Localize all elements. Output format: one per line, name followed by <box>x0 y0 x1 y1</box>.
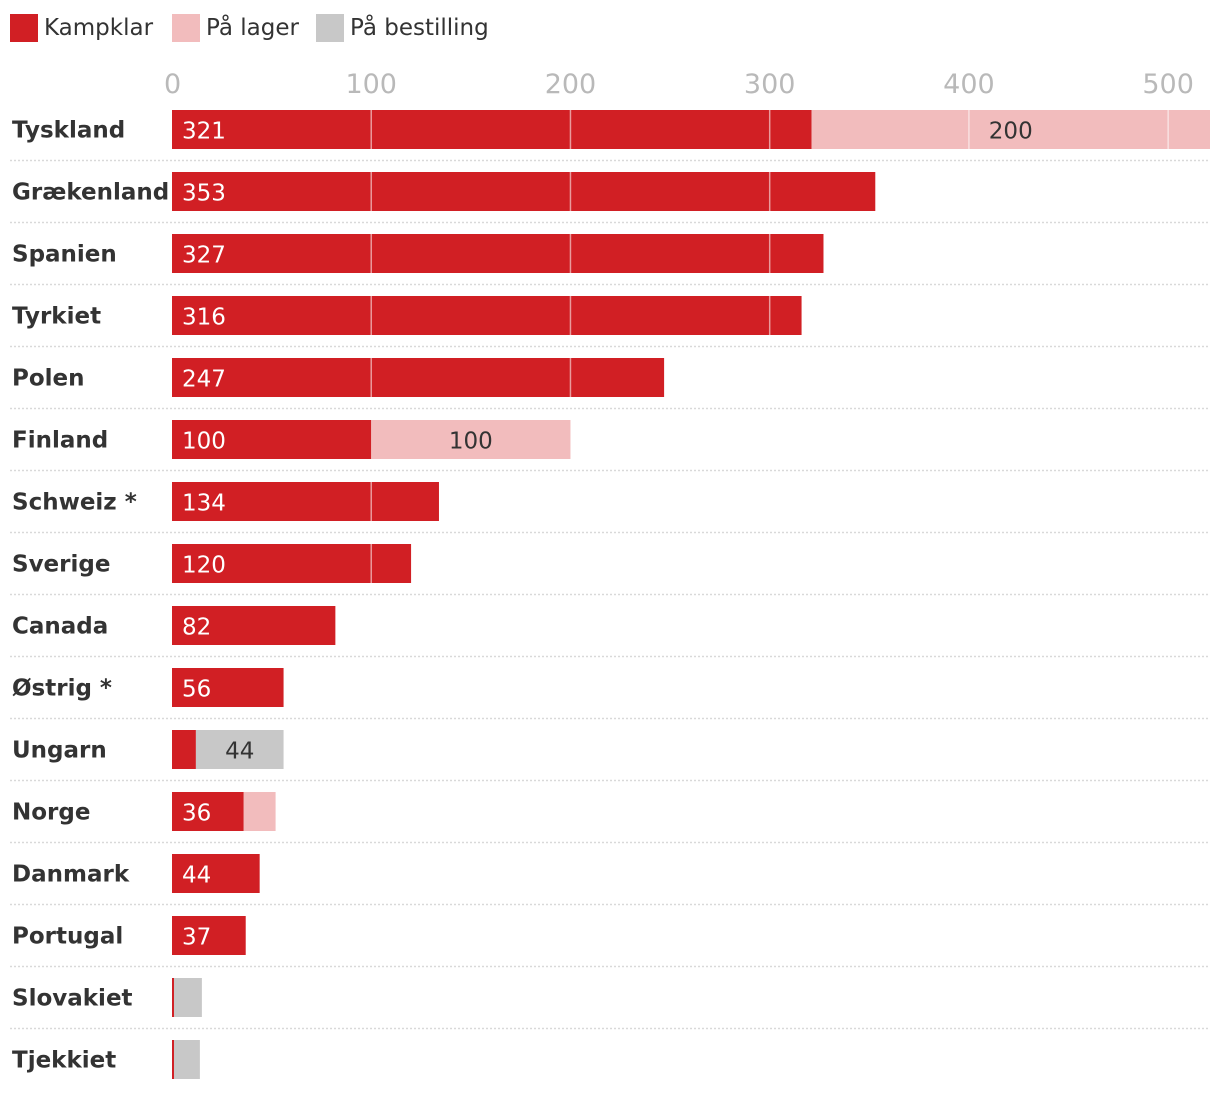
category-label: Danmark <box>12 862 130 888</box>
bar-segment-kampklar <box>172 234 824 273</box>
legend-label-2: På bestilling <box>350 13 489 41</box>
category-label: Tyskland <box>12 118 125 144</box>
data-label: 316 <box>182 305 226 331</box>
category-label: Schweiz * <box>12 490 137 516</box>
category-label: Østrig * <box>12 676 112 702</box>
bar-segment-p-lager <box>371 420 571 459</box>
data-label: 82 <box>182 615 211 641</box>
category-label: Tjekkiet <box>12 1048 116 1074</box>
data-label: 100 <box>449 429 493 455</box>
bar-segment-kampklar <box>172 916 246 955</box>
bar-segment-kampklar <box>172 792 244 831</box>
data-label: 100 <box>182 429 226 455</box>
data-label: 36 <box>182 801 211 827</box>
category-label: Sverige <box>12 552 110 578</box>
legend-label-1: På lager <box>206 13 299 41</box>
bar-segment-kampklar <box>172 730 196 769</box>
bar-segment-kampklar <box>172 296 802 335</box>
data-label: 134 <box>182 491 226 517</box>
category-label: Portugal <box>12 924 123 950</box>
legend-swatch-1 <box>172 14 200 42</box>
category-label: Finland <box>12 428 108 454</box>
bar-segment-p-bestilling <box>173 1040 200 1079</box>
data-label: 327 <box>182 243 226 269</box>
data-label: 353 <box>182 181 226 207</box>
category-label: Norge <box>12 800 90 826</box>
category-label: Spanien <box>12 242 117 268</box>
data-label: 56 <box>182 677 211 703</box>
data-label: 321 <box>182 119 226 145</box>
data-label: 247 <box>182 367 226 393</box>
bar-segment-kampklar <box>172 668 284 707</box>
category-label: Grækenland <box>12 180 169 206</box>
data-label: 37 <box>182 925 211 951</box>
x-tick-label: 0 <box>164 69 181 100</box>
bar-segment-kampklar <box>172 358 665 397</box>
bar-segment-p-bestilling <box>173 978 202 1017</box>
x-tick-label: 400 <box>943 69 995 100</box>
bar-segment-kampklar <box>172 172 876 211</box>
bar-segment-kampklar <box>172 606 336 645</box>
bar-segment-p-lager <box>811 110 1210 149</box>
category-label: Ungarn <box>12 738 107 764</box>
x-tick-label: 100 <box>345 69 397 100</box>
bar-segment-kampklar <box>172 482 439 521</box>
data-label: 44 <box>182 863 211 889</box>
category-label: Tyrkiet <box>12 304 101 330</box>
bar-segment-p-bestilling <box>195 730 284 769</box>
category-label: Canada <box>12 614 108 640</box>
data-label: 200 <box>989 119 1033 145</box>
x-tick-label: 200 <box>545 69 597 100</box>
x-tick-label: 300 <box>744 69 796 100</box>
bar-segment-kampklar <box>172 420 372 459</box>
legend-swatch-0 <box>10 14 38 42</box>
data-label: 44 <box>225 739 254 765</box>
category-label: Slovakiet <box>12 986 133 1012</box>
legend-swatch-2 <box>316 14 344 42</box>
bar-segment-kampklar <box>172 1040 174 1079</box>
bar-segment-kampklar <box>172 978 174 1017</box>
category-label: Polen <box>12 366 85 392</box>
bar-segment-p-lager <box>243 792 276 831</box>
bar-segment-kampklar <box>172 110 812 149</box>
bar-segment-kampklar <box>172 854 260 893</box>
data-label: 120 <box>182 553 226 579</box>
legend-label-0: Kampklar <box>44 15 154 41</box>
x-tick-label: 500 <box>1142 69 1194 100</box>
